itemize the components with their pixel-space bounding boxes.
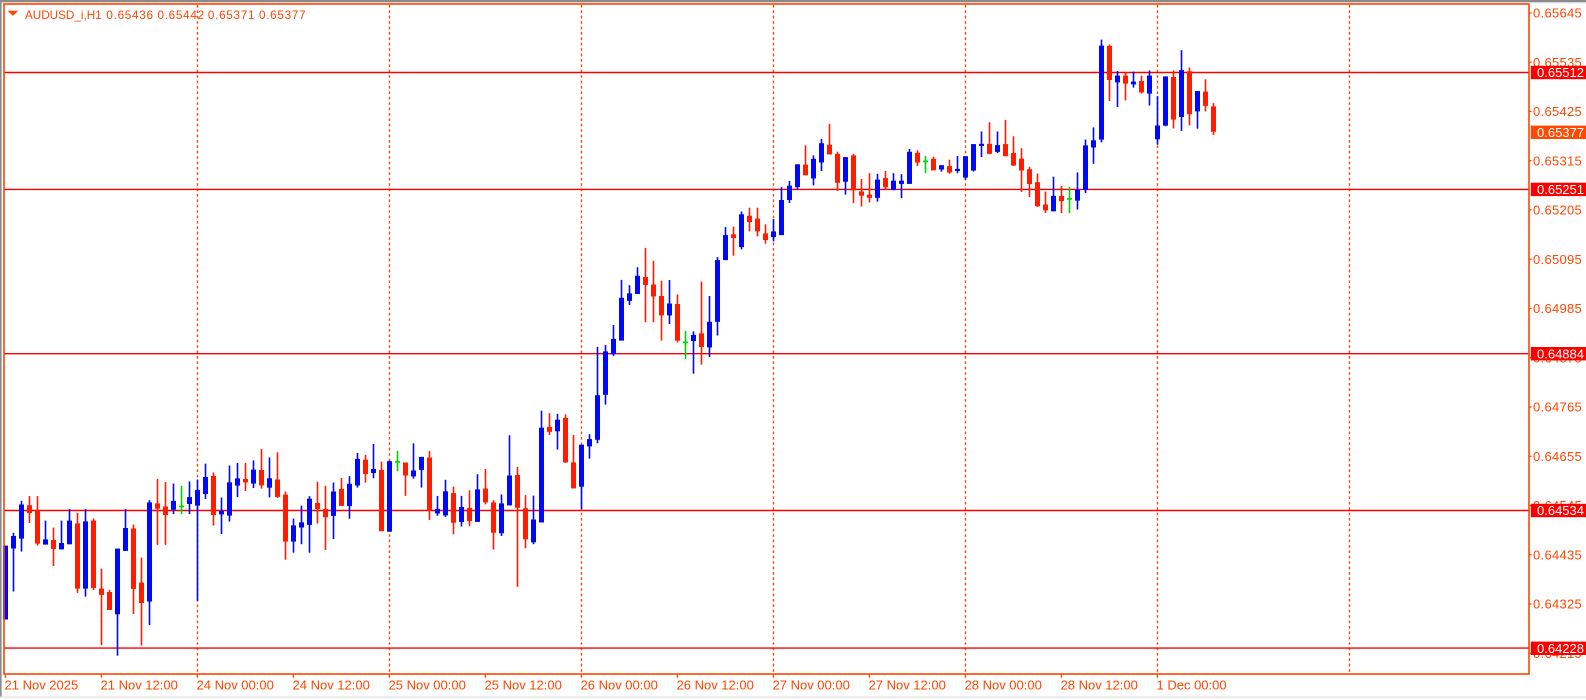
svg-text:28 Nov 00:00: 28 Nov 00:00 [965,678,1042,693]
svg-text:21 Nov 12:00: 21 Nov 12:00 [101,678,178,693]
svg-text:26 Nov 12:00: 26 Nov 12:00 [677,678,754,693]
svg-text:AUDUSD_i,H1: AUDUSD_i,H1 [25,9,102,22]
svg-text:0.64435: 0.64435 [1533,547,1582,562]
svg-text:0.65377: 0.65377 [1537,125,1584,140]
svg-text:0.65436: 0.65436 [106,9,153,22]
svg-text:27 Nov 00:00: 27 Nov 00:00 [773,678,850,693]
svg-text:0.64655: 0.64655 [1533,449,1582,464]
svg-text:1 Dec 00:00: 1 Dec 00:00 [1157,678,1227,693]
svg-text:28 Nov 12:00: 28 Nov 12:00 [1061,678,1138,693]
svg-text:0.65645: 0.65645 [1533,6,1582,21]
svg-text:0.65315: 0.65315 [1533,153,1582,168]
svg-text:0.64534: 0.64534 [1537,503,1584,518]
svg-text:0.65425: 0.65425 [1533,104,1582,119]
svg-text:0.65095: 0.65095 [1533,252,1582,267]
svg-text:25 Nov 00:00: 25 Nov 00:00 [389,678,466,693]
svg-text:0.65512: 0.65512 [1537,65,1584,80]
svg-text:0.64985: 0.64985 [1533,301,1582,316]
svg-text:24 Nov 00:00: 24 Nov 00:00 [197,678,274,693]
svg-text:27 Nov 12:00: 27 Nov 12:00 [869,678,946,693]
svg-text:0.64765: 0.64765 [1533,400,1582,415]
svg-text:0.64325: 0.64325 [1533,597,1582,612]
svg-text:0.65205: 0.65205 [1533,203,1582,218]
svg-text:0.65377: 0.65377 [259,9,306,22]
svg-text:26 Nov 00:00: 26 Nov 00:00 [581,678,658,693]
svg-text:0.65251: 0.65251 [1537,182,1584,197]
svg-text:0.64228: 0.64228 [1537,641,1584,656]
svg-text:24 Nov 12:00: 24 Nov 12:00 [293,678,370,693]
svg-text:0.64884: 0.64884 [1537,346,1584,361]
svg-text:25 Nov 12:00: 25 Nov 12:00 [485,678,562,693]
svg-text:21 Nov 2025: 21 Nov 2025 [5,678,79,693]
svg-text:0.65442: 0.65442 [158,9,205,22]
svg-text:0.65371: 0.65371 [208,9,255,22]
